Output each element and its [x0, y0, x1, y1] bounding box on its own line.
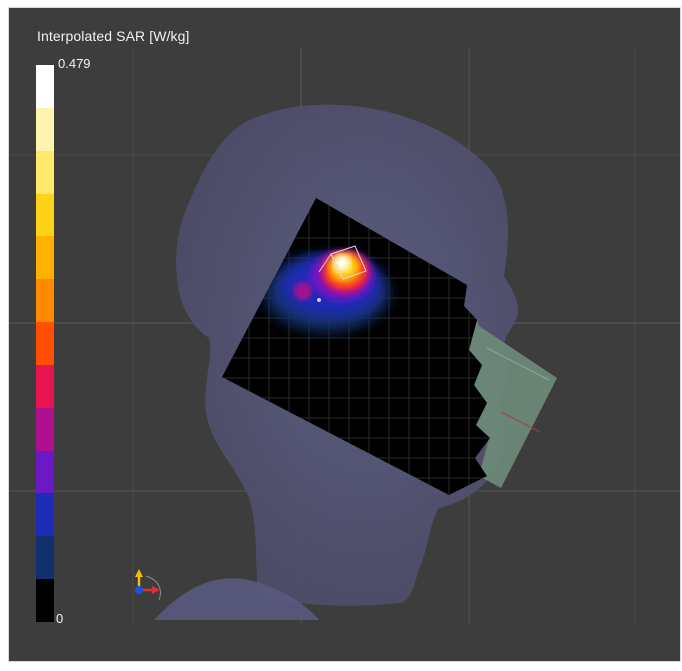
3d-viewport[interactable]: Interpolated SAR [W/kg] 0.479 0: [8, 7, 681, 662]
colorbar-segment: [36, 107, 54, 151]
colorbar-segment: [36, 407, 54, 451]
colorbar-segment: [36, 536, 54, 580]
colorbar-segment: [36, 364, 54, 408]
probe-point: [317, 298, 321, 302]
shoulder-phantom: [154, 578, 319, 620]
x-axis-head: [152, 586, 160, 594]
z-axis-dot: [135, 586, 143, 594]
sar-colorbar: [36, 65, 54, 623]
colorbar-segment: [36, 279, 54, 323]
colorbar-segment: [36, 450, 54, 494]
colorbar-segment: [36, 236, 54, 280]
averaging-cube: [330, 245, 367, 280]
colorbar-segment: [36, 150, 54, 194]
colorbar-segment: [36, 193, 54, 237]
phone-edge-2: [486, 347, 550, 381]
phone-device: [469, 320, 557, 488]
axes-gizmo[interactable]: [135, 569, 161, 601]
colorbar-segment: [36, 579, 54, 623]
colorbar-segment: [36, 322, 54, 366]
gizmo-arc: [145, 575, 161, 601]
colorbar-min-label: 0: [56, 611, 64, 626]
colorbar-segment: [36, 493, 54, 537]
cube-edge: [318, 253, 332, 273]
colorbar-segment: [36, 65, 54, 108]
colorbar-max-label: 0.479: [58, 56, 91, 71]
phone-edge: [500, 411, 541, 433]
y-axis-head: [135, 569, 143, 577]
scene-canvas[interactable]: [9, 8, 680, 661]
legend-title: Interpolated SAR [W/kg]: [37, 28, 190, 44]
